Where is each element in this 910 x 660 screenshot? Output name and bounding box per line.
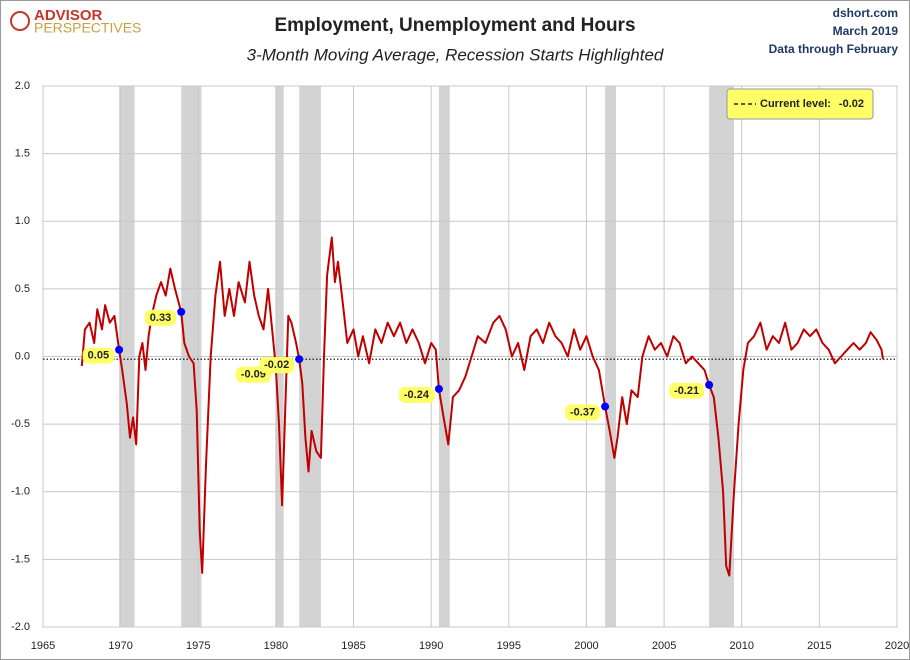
x-tick-label: 2000 bbox=[574, 640, 598, 652]
x-tick-label: 2015 bbox=[807, 640, 831, 652]
recession-start-point bbox=[115, 345, 124, 354]
annotation-box bbox=[669, 382, 705, 399]
source-note: Data through February bbox=[769, 42, 899, 56]
recession-start-point bbox=[601, 402, 610, 411]
y-tick-label: 1.5 bbox=[15, 148, 30, 160]
annotation-label: 0.05 bbox=[88, 350, 109, 362]
annotation-box bbox=[144, 309, 177, 326]
y-tick-label: 0.0 bbox=[15, 350, 30, 362]
x-tick-label: 1970 bbox=[108, 640, 132, 652]
annotation-label: -0.24 bbox=[404, 389, 430, 401]
annotation: -0.24 bbox=[398, 386, 435, 403]
annotation-label: -0.09 bbox=[241, 369, 266, 381]
legend-value: -0.02 bbox=[839, 98, 864, 110]
chart-title: Employment, Unemployment and Hours bbox=[274, 15, 635, 36]
annotation: -0.37 bbox=[565, 404, 601, 421]
x-tick-label: 2020 bbox=[885, 640, 909, 652]
x-tick-label: 1980 bbox=[264, 640, 288, 652]
recession-start-point bbox=[434, 384, 443, 393]
legend-label: Current level: bbox=[760, 98, 831, 110]
annotation: -0.21 bbox=[669, 382, 705, 399]
brand-logo bbox=[10, 11, 30, 31]
brand-line1: ADVISOR bbox=[34, 7, 103, 24]
recession-start-point bbox=[295, 355, 304, 364]
legend: Current level: -0.02 bbox=[726, 88, 874, 120]
annotation: 0.05 bbox=[82, 347, 115, 364]
annotation-box bbox=[398, 386, 435, 403]
x-tick-label: 1985 bbox=[341, 640, 365, 652]
data-line bbox=[80, 236, 884, 577]
x-tick-label: 1995 bbox=[497, 640, 521, 652]
y-tick-label: 1.0 bbox=[15, 215, 30, 227]
legend-box bbox=[726, 88, 874, 120]
y-tick-label: -2.0 bbox=[11, 621, 30, 633]
y-tick-label: -0.5 bbox=[11, 418, 30, 430]
annotation: 0.33 bbox=[144, 309, 177, 326]
y-tick-label: -1.0 bbox=[11, 486, 30, 498]
annotation-box bbox=[565, 404, 601, 421]
x-tick-label: 2005 bbox=[652, 640, 676, 652]
recession-start-point bbox=[705, 380, 714, 389]
x-tick-label: 1965 bbox=[31, 640, 55, 652]
x-tick-label: 1975 bbox=[186, 640, 210, 652]
y-tick-label: 0.5 bbox=[15, 283, 30, 295]
annotation-box bbox=[82, 347, 115, 364]
annotation-box bbox=[259, 357, 295, 374]
source: dshort.com bbox=[833, 6, 898, 20]
annotation: -0.02 bbox=[259, 357, 295, 374]
x-tick-label: 1990 bbox=[419, 640, 443, 652]
annotation-label: -0.37 bbox=[570, 406, 595, 418]
brand-line2: PERSPECTIVES bbox=[34, 20, 141, 36]
y-tick-label: -1.5 bbox=[11, 553, 30, 565]
chart-subtitle: 3-Month Moving Average, Recession Starts… bbox=[247, 45, 664, 64]
annotation-label: 0.33 bbox=[150, 312, 171, 324]
source-date: March 2019 bbox=[833, 24, 899, 38]
x-tick-label: 2010 bbox=[729, 640, 753, 652]
recession-start-point bbox=[177, 307, 186, 316]
y-tick-label: 2.0 bbox=[15, 80, 30, 92]
annotation-label: -0.21 bbox=[674, 385, 699, 397]
annotation-label: -0.02 bbox=[264, 359, 289, 371]
